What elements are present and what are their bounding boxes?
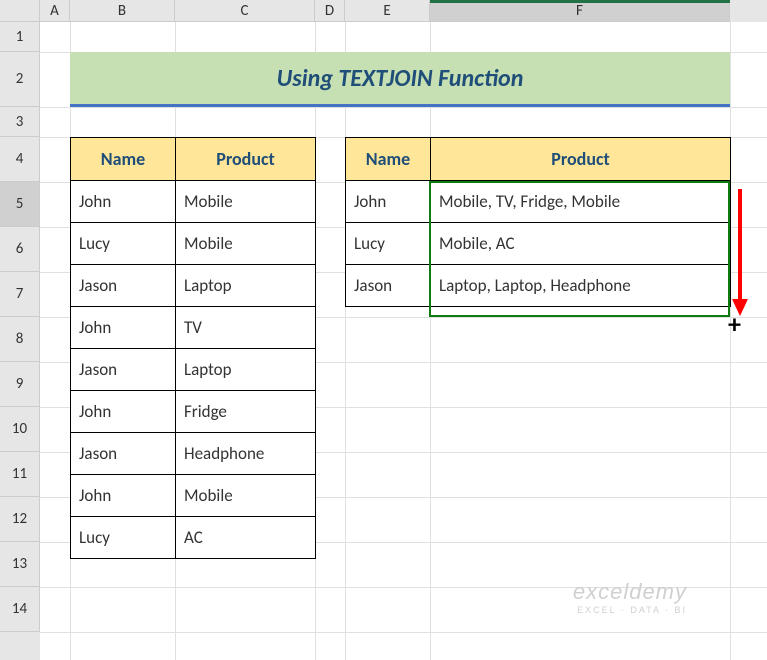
table-header-row: Name Product: [346, 138, 731, 181]
cell[interactable]: Mobile, TV, Fridge, Mobile: [431, 181, 731, 223]
header-name[interactable]: Name: [346, 138, 431, 181]
header-name[interactable]: Name: [71, 138, 176, 181]
row-header-6[interactable]: 6: [0, 227, 40, 272]
cell[interactable]: AC: [176, 517, 316, 559]
table-row: JohnTV: [71, 307, 316, 349]
col-header-b[interactable]: B: [70, 0, 175, 22]
spreadsheet: A B C D E F 1 2 3 4 5 6 7 8 9 10 11 12 1…: [0, 0, 767, 660]
cell[interactable]: John: [71, 181, 176, 223]
gridline: [40, 107, 767, 108]
cell[interactable]: John: [346, 181, 431, 223]
col-header-d[interactable]: D: [315, 0, 345, 22]
cell[interactable]: John: [71, 307, 176, 349]
gridline: [40, 632, 767, 633]
row-header-2[interactable]: 2: [0, 52, 40, 107]
table-row: JasonLaptop: [71, 265, 316, 307]
title-banner: Using TEXTJOIN Function: [70, 52, 730, 107]
row-header-13[interactable]: 13: [0, 542, 40, 587]
drag-arrow-icon: [732, 184, 762, 324]
col-header-f[interactable]: F: [430, 0, 730, 22]
cell[interactable]: Jason: [71, 265, 176, 307]
gridline: [730, 22, 731, 660]
table-row: JasonLaptop: [71, 349, 316, 391]
watermark: exceldemy EXCEL · DATA · BI: [573, 579, 687, 615]
table-row: LucyMobile, AC: [346, 223, 731, 265]
row-header-11[interactable]: 11: [0, 452, 40, 497]
table-row: LucyMobile: [71, 223, 316, 265]
table-row: JohnMobile, TV, Fridge, Mobile: [346, 181, 731, 223]
cell[interactable]: Jason: [71, 349, 176, 391]
cell[interactable]: Headphone: [176, 433, 316, 475]
cell[interactable]: Fridge: [176, 391, 316, 433]
row-header-3[interactable]: 3: [0, 107, 40, 137]
cell[interactable]: John: [71, 475, 176, 517]
table-header-row: Name Product: [71, 138, 316, 181]
cell[interactable]: Mobile: [176, 223, 316, 265]
watermark-tag: EXCEL · DATA · BI: [573, 605, 687, 615]
table-row: LucyAC: [71, 517, 316, 559]
cell[interactable]: TV: [176, 307, 316, 349]
cell[interactable]: Mobile: [176, 475, 316, 517]
column-headers: A B C D E F: [0, 0, 767, 22]
cell[interactable]: Lucy: [346, 223, 431, 265]
cell[interactable]: Laptop: [176, 265, 316, 307]
cell[interactable]: Jason: [346, 265, 431, 307]
row-header-14[interactable]: 14: [0, 587, 40, 632]
row-header-9[interactable]: 9: [0, 362, 40, 407]
row-header-8[interactable]: 8: [0, 317, 40, 362]
active-col-indicator: [430, 0, 730, 3]
col-header-a[interactable]: A: [40, 0, 70, 22]
cell[interactable]: Mobile, AC: [431, 223, 731, 265]
cell[interactable]: Lucy: [71, 517, 176, 559]
source-table: Name Product JohnMobile LucyMobile Jason…: [70, 137, 316, 559]
cell[interactable]: Lucy: [71, 223, 176, 265]
row-header-7[interactable]: 7: [0, 272, 40, 317]
cell[interactable]: Jason: [71, 433, 176, 475]
col-header-e[interactable]: E: [345, 0, 430, 22]
table-row: JohnFridge: [71, 391, 316, 433]
cell-grid[interactable]: Using TEXTJOIN Function Name Product Joh…: [40, 22, 767, 660]
table-row: JasonHeadphone: [71, 433, 316, 475]
col-header-c[interactable]: C: [175, 0, 315, 22]
cell[interactable]: Mobile: [176, 181, 316, 223]
table-row: JasonLaptop, Laptop, Headphone: [346, 265, 731, 307]
select-all-corner[interactable]: [0, 0, 40, 22]
row-header-1[interactable]: 1: [0, 22, 40, 52]
cell[interactable]: Laptop: [176, 349, 316, 391]
table-row: JohnMobile: [71, 181, 316, 223]
result-table: Name Product JohnMobile, TV, Fridge, Mob…: [345, 137, 731, 307]
gridline: [430, 22, 431, 660]
watermark-brand: exceldemy: [573, 579, 687, 605]
cell[interactable]: Laptop, Laptop, Headphone: [431, 265, 731, 307]
cell[interactable]: John: [71, 391, 176, 433]
header-product[interactable]: Product: [176, 138, 316, 181]
row-header-10[interactable]: 10: [0, 407, 40, 452]
row-header-12[interactable]: 12: [0, 497, 40, 542]
header-product[interactable]: Product: [431, 138, 731, 181]
table-row: JohnMobile: [71, 475, 316, 517]
row-header-5[interactable]: 5: [0, 182, 40, 227]
gridline: [345, 22, 346, 660]
row-header-4[interactable]: 4: [0, 137, 40, 182]
row-headers: 1 2 3 4 5 6 7 8 9 10 11 12 13 14: [0, 22, 40, 660]
